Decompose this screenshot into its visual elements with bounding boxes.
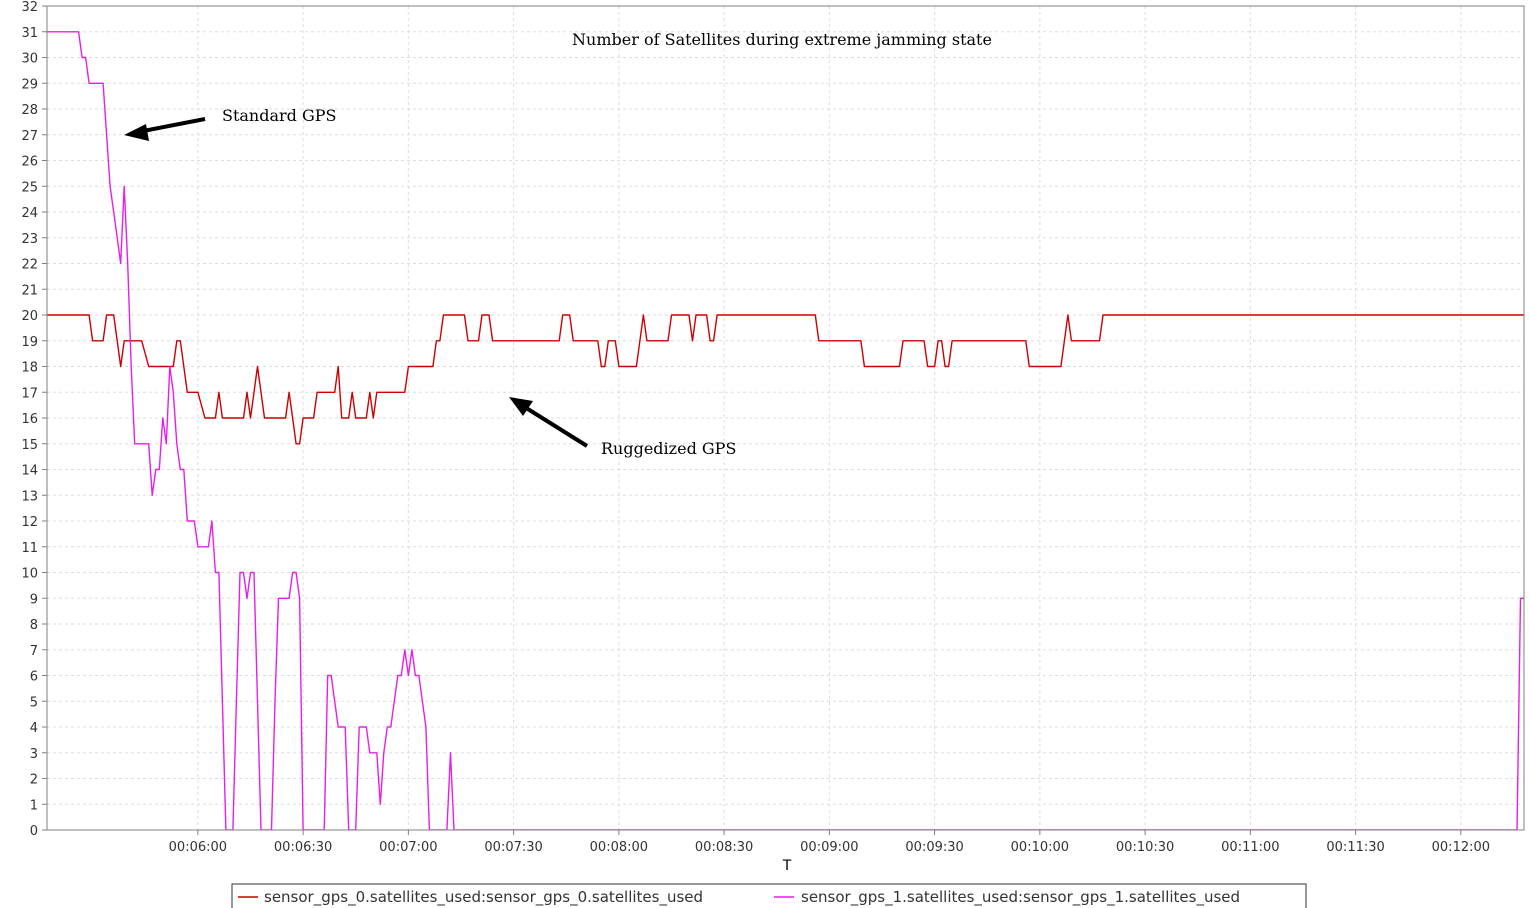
arrow-standard-gps-head	[124, 124, 149, 141]
y-tick-label: 10	[21, 567, 38, 582]
x-tick-label: 00:07:00	[379, 840, 437, 855]
x-tick-label: 00:09:00	[800, 840, 858, 855]
y-tick-label: 18	[21, 361, 38, 376]
y-tick-label: 23	[21, 232, 38, 247]
legend-label-gps-0: sensor_gps_0.satellites_used:sensor_gps_…	[264, 888, 703, 907]
x-tick-label: 00:10:30	[1116, 840, 1174, 855]
y-tick-label: 0	[30, 824, 38, 839]
y-tick-label: 12	[21, 515, 38, 530]
legend-label-gps-1: sensor_gps_1.satellites_used:sensor_gps_…	[801, 888, 1240, 907]
y-tick-label: 14	[21, 464, 38, 479]
annotation-ruggedized-gps: Ruggedized GPS	[509, 397, 736, 458]
y-tick-label: 20	[21, 309, 38, 324]
y-tick-label: 29	[21, 77, 38, 92]
x-axis: 00:06:00 00:06:30 00:07:00 00:07:30 00:08:00…	[169, 830, 1490, 855]
y-tick-label: 17	[21, 386, 38, 401]
series-line-gps-0	[47, 314, 1524, 445]
x-tick-label: 00:11:00	[1221, 840, 1279, 855]
y-tick-label: 32	[21, 0, 38, 15]
y-tick-label: 7	[30, 644, 38, 659]
y-tick-label: 1	[30, 798, 38, 813]
y-tick-label: 13	[21, 489, 38, 504]
y-tick-label: 31	[21, 26, 38, 41]
legend-box	[231, 883, 1307, 908]
y-tick-label: 16	[21, 412, 38, 427]
x-axis-label: T	[782, 858, 792, 874]
annotation-standard-gps: Standard GPS	[124, 106, 337, 141]
y-tick-label: 6	[30, 670, 38, 685]
x-tick-label: 00:09:30	[905, 840, 963, 855]
y-tick-label: 25	[21, 180, 38, 195]
y-axis: 0123456789101112131415161718192021222324…	[21, 0, 47, 839]
y-tick-label: 30	[21, 52, 38, 67]
arrow-standard-gps-shaft	[137, 117, 206, 134]
y-tick-label: 15	[21, 438, 38, 453]
y-tick-label: 4	[30, 721, 38, 736]
legend: sensor_gps_0.satellites_used:sensor_gps_…	[231, 883, 1307, 908]
annotation-ruggedized-gps-label: Ruggedized GPS	[601, 439, 736, 458]
y-tick-label: 8	[30, 618, 38, 633]
annotation-standard-gps-label: Standard GPS	[222, 106, 337, 125]
y-tick-label: 27	[21, 129, 38, 144]
arrow-ruggedized-gps-head	[509, 397, 533, 416]
series-layer	[47, 31, 1524, 830]
x-tick-label: 00:11:30	[1326, 840, 1384, 855]
y-tick-label: 9	[30, 592, 38, 607]
y-tick-label: 28	[21, 103, 38, 118]
y-tick-label: 11	[21, 541, 38, 556]
x-tick-label: 00:12:00	[1432, 840, 1490, 855]
chart-title: Number of Satellites during extreme jamm…	[572, 30, 992, 49]
y-tick-label: 2	[30, 773, 38, 788]
y-tick-label: 22	[21, 258, 38, 273]
y-tick-label: 19	[21, 335, 38, 350]
x-tick-label: 00:08:00	[590, 840, 648, 855]
y-tick-label: 3	[30, 747, 38, 762]
x-tick-label: 00:06:30	[274, 840, 332, 855]
x-tick-label: 00:08:30	[695, 840, 753, 855]
arrow-ruggedized-gps-shaft	[521, 404, 589, 448]
x-tick-label: 00:07:30	[484, 840, 542, 855]
y-tick-label: 26	[21, 155, 38, 170]
y-tick-label: 21	[21, 283, 38, 298]
gridlines	[47, 5, 1524, 831]
y-tick-label: 24	[21, 206, 38, 221]
x-tick-label: 00:10:00	[1011, 840, 1069, 855]
y-tick-label: 5	[30, 695, 38, 710]
series-line-gps-1	[47, 31, 1524, 830]
x-tick-label: 00:06:00	[169, 840, 227, 855]
